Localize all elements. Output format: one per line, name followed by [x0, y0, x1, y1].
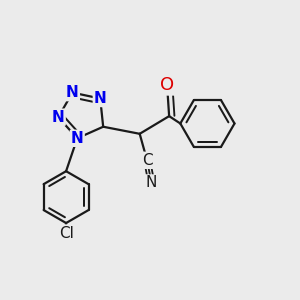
Text: C: C [142, 153, 152, 168]
Text: N: N [66, 85, 79, 100]
Text: O: O [160, 76, 174, 94]
Text: N: N [94, 91, 106, 106]
Text: N: N [71, 131, 84, 146]
Text: N: N [146, 176, 157, 190]
Text: Cl: Cl [58, 226, 74, 241]
Text: N: N [52, 110, 64, 125]
